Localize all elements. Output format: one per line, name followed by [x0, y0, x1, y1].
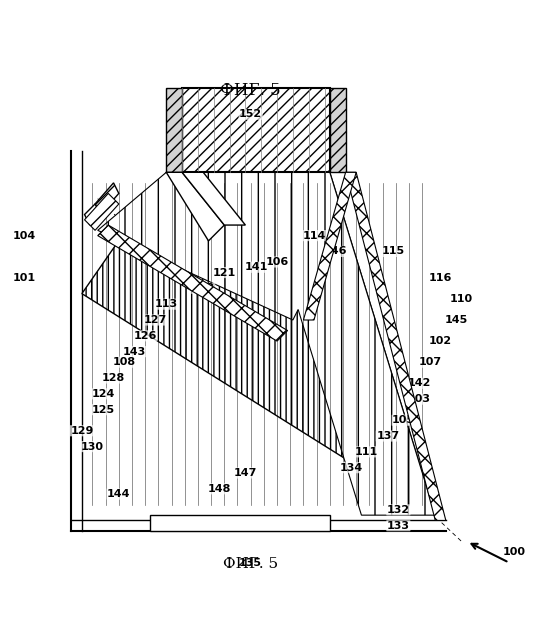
Text: 115: 115: [382, 246, 405, 257]
Text: 152: 152: [239, 109, 262, 119]
Text: 104: 104: [12, 230, 36, 241]
Text: 127: 127: [144, 315, 167, 325]
Polygon shape: [166, 172, 224, 241]
Text: 107: 107: [418, 357, 441, 367]
Polygon shape: [330, 88, 345, 172]
Text: 100: 100: [503, 547, 526, 557]
Text: 114: 114: [302, 230, 326, 241]
Polygon shape: [150, 515, 330, 531]
Polygon shape: [182, 172, 245, 225]
Text: 147: 147: [233, 468, 257, 478]
Text: 110: 110: [450, 294, 473, 304]
Text: 148: 148: [207, 484, 231, 494]
Polygon shape: [82, 172, 435, 515]
Text: 116: 116: [429, 273, 452, 283]
Text: 135: 135: [239, 557, 262, 568]
Text: 137: 137: [376, 431, 399, 441]
Text: 106: 106: [265, 257, 289, 267]
Text: 105: 105: [392, 415, 415, 425]
Polygon shape: [345, 172, 446, 520]
Polygon shape: [98, 225, 288, 341]
Text: 108: 108: [112, 357, 136, 367]
Text: 146: 146: [324, 246, 347, 257]
Text: 121: 121: [213, 268, 236, 278]
Polygon shape: [166, 88, 182, 172]
Text: 103: 103: [408, 394, 431, 404]
Polygon shape: [95, 183, 119, 214]
Text: 142: 142: [408, 378, 431, 388]
Text: 134: 134: [340, 463, 362, 473]
Text: 132: 132: [387, 505, 410, 515]
Text: 125: 125: [92, 404, 115, 415]
Text: 113: 113: [155, 299, 178, 309]
Text: ФИГ. 5: ФИГ. 5: [223, 557, 278, 570]
Text: 123: 123: [192, 284, 215, 293]
Polygon shape: [85, 204, 100, 225]
Text: 102: 102: [429, 336, 452, 346]
Text: 129: 129: [70, 426, 94, 436]
Polygon shape: [182, 88, 330, 172]
Text: 141: 141: [244, 262, 268, 272]
Text: 133: 133: [387, 521, 410, 531]
Polygon shape: [303, 172, 356, 320]
Text: 101: 101: [12, 273, 35, 283]
Text: 126: 126: [133, 331, 157, 341]
Text: 144: 144: [107, 489, 131, 499]
Text: ФИГ. 5: ФИГ. 5: [220, 82, 281, 99]
Text: 111: 111: [355, 447, 378, 457]
Text: 124: 124: [91, 389, 115, 399]
Text: 128: 128: [102, 373, 125, 383]
Polygon shape: [85, 193, 119, 230]
Polygon shape: [98, 172, 435, 515]
Text: 130: 130: [81, 442, 104, 452]
Text: 143: 143: [123, 347, 146, 356]
Text: 145: 145: [445, 315, 468, 325]
